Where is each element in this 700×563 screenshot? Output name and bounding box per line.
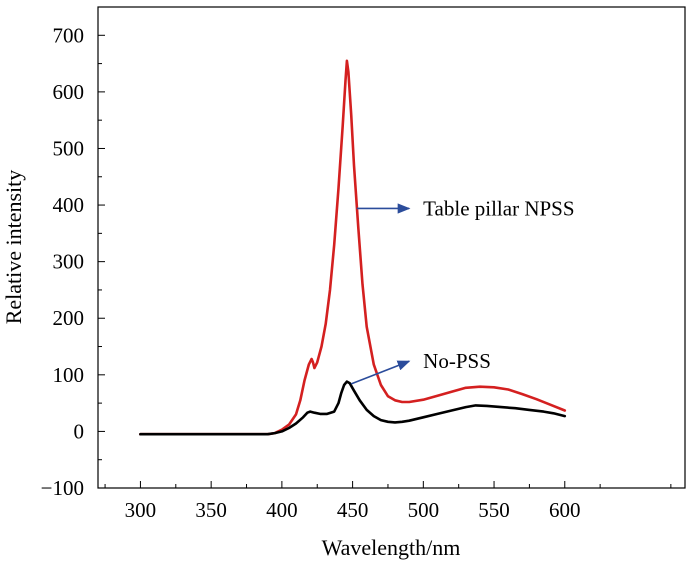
x-tick-label: 500 xyxy=(408,498,440,522)
y-tick-label: 400 xyxy=(53,193,85,217)
annotation-arrow xyxy=(350,360,411,385)
x-tick-label: 300 xyxy=(125,498,157,522)
y-tick-label: 100 xyxy=(53,363,85,387)
x-axis-title: Wavelength/nm xyxy=(322,535,461,560)
annotation-label: No-PSS xyxy=(423,349,491,373)
x-tick-label: 550 xyxy=(478,498,510,522)
y-tick-label: −100 xyxy=(41,476,84,500)
y-tick-label: 500 xyxy=(53,136,85,160)
y-tick-label: 600 xyxy=(53,80,85,104)
y-tick-label: 0 xyxy=(74,419,85,443)
annotation-layer: Table pillar NPSS No-PSS xyxy=(350,196,575,385)
x-tick-label: 350 xyxy=(195,498,227,522)
x-tick-label: 400 xyxy=(266,498,298,522)
axis-ticks: 300 350 400 450 500 550 600 −100 0 100 200 300 400 50… xyxy=(41,6,672,522)
y-tick-label: 700 xyxy=(53,23,85,47)
series-line-0 xyxy=(139,59,567,436)
y-axis-title: Relative intensity xyxy=(1,170,26,325)
y-tick-label: 200 xyxy=(53,306,85,330)
x-tick-label: 450 xyxy=(337,498,369,522)
series-layer xyxy=(139,59,567,436)
x-tick-label: 600 xyxy=(549,498,581,522)
annotation-label: Table pillar NPSS xyxy=(423,196,574,220)
plot-frame xyxy=(97,6,686,489)
series-line-1 xyxy=(139,380,567,436)
y-tick-label: 300 xyxy=(53,250,85,274)
